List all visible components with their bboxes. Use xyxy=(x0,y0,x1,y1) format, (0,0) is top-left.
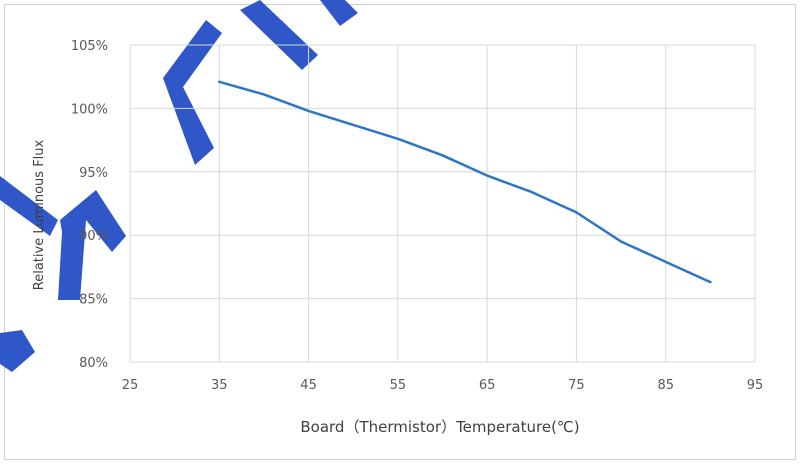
y-tick-labels: 80% 85% 90% 95% 100% 105% xyxy=(71,39,108,371)
y-tick-label: 85% xyxy=(79,293,108,308)
x-tick-label: 85 xyxy=(657,378,674,393)
x-tick-label: 25 xyxy=(122,378,139,393)
x-tick-label: 65 xyxy=(479,378,496,393)
y-axis-label: Relative Luminous Flux xyxy=(32,139,47,290)
watermark-logo xyxy=(0,0,358,372)
series-group xyxy=(218,80,712,284)
y-tick-label: 90% xyxy=(79,229,108,244)
x-tick-label: 55 xyxy=(390,378,407,393)
y-tick-label: 100% xyxy=(71,102,108,117)
x-tick-label: 35 xyxy=(211,378,228,393)
series-line xyxy=(218,80,712,284)
y-tick-label: 80% xyxy=(79,356,108,371)
vertical-gridlines xyxy=(129,45,756,362)
x-tick-label: 95 xyxy=(747,378,764,393)
x-tick-label: 75 xyxy=(568,378,585,393)
y-tick-label: 105% xyxy=(71,39,108,54)
x-tick-label: 45 xyxy=(300,378,317,393)
x-tick-labels: 25 35 45 55 65 75 85 95 xyxy=(122,378,764,393)
chart-frame xyxy=(4,4,796,460)
y-tick-label: 95% xyxy=(79,166,108,181)
horizontal-gridlines xyxy=(130,44,755,363)
x-axis-label: Board（Thermistor）Temperature(℃) xyxy=(300,418,579,436)
